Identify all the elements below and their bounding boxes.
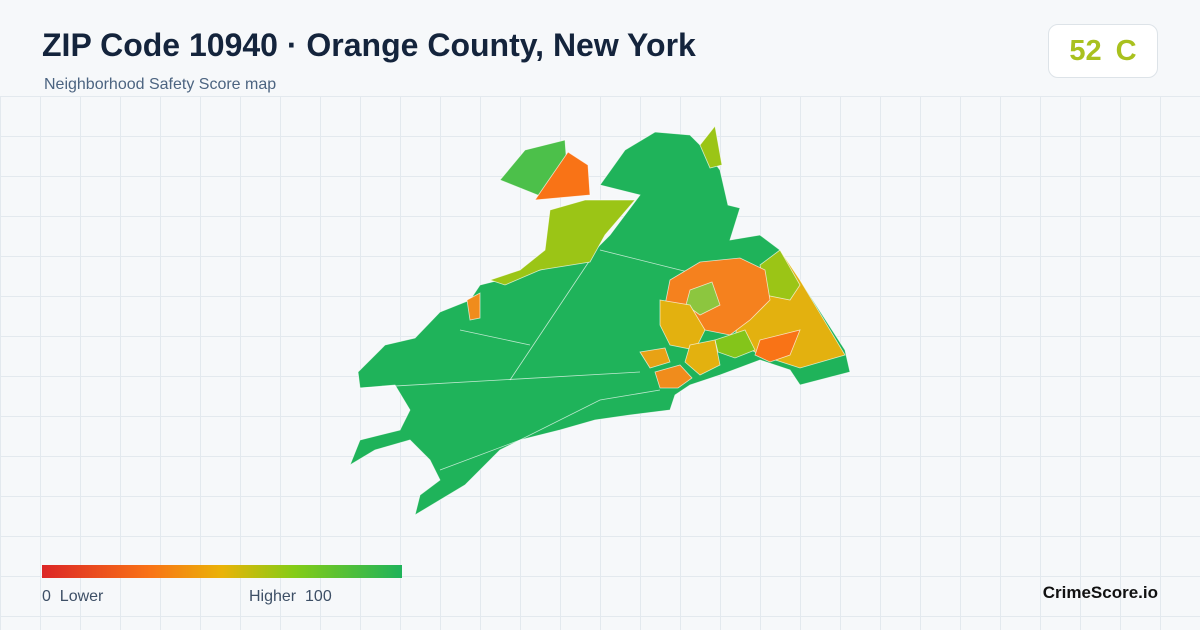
brand: CrimeScore.io bbox=[1042, 583, 1158, 602]
region bbox=[685, 281, 721, 316]
legend-max-label: Higher bbox=[249, 588, 297, 605]
region bbox=[714, 329, 756, 359]
region bbox=[349, 131, 851, 516]
region bbox=[466, 292, 481, 321]
boundary bbox=[509, 259, 591, 381]
boundary bbox=[459, 329, 531, 346]
region bbox=[639, 347, 671, 369]
region bbox=[534, 151, 591, 201]
boundary bbox=[439, 389, 661, 471]
legend-max-value: 100 bbox=[305, 588, 332, 605]
region bbox=[488, 199, 636, 286]
region bbox=[684, 339, 721, 376]
legend-min-label: Lower bbox=[59, 588, 104, 605]
boundary bbox=[599, 249, 701, 276]
title: ZIP Code 10940 · Orange County, New York bbox=[42, 27, 696, 63]
boundary bbox=[359, 371, 641, 389]
legend-min: 0 Lower bbox=[42, 588, 103, 606]
legend-max: Higher 100 bbox=[249, 588, 332, 606]
subtitle: Neighborhood Safety Score map bbox=[44, 76, 277, 93]
region bbox=[654, 364, 693, 389]
legend-bar bbox=[42, 565, 402, 578]
score-grade: C bbox=[1115, 34, 1137, 67]
region bbox=[699, 125, 723, 169]
score-value: 52 bbox=[1069, 34, 1102, 67]
region bbox=[754, 329, 801, 363]
score-badge: 52 C bbox=[1048, 24, 1158, 78]
legend-min-value: 0 bbox=[42, 588, 51, 605]
